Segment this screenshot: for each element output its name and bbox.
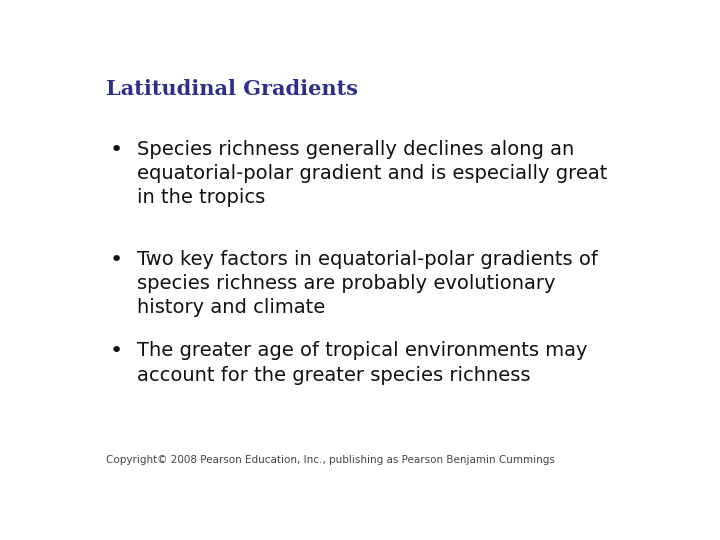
Text: Species richness generally declines along an
equatorial-polar gradient and is es: Species richness generally declines alon… <box>138 140 608 207</box>
Text: Copyright© 2008 Pearson Education, Inc., publishing as Pearson Benjamin Cummings: Copyright© 2008 Pearson Education, Inc.,… <box>106 455 554 465</box>
Text: •: • <box>109 341 123 361</box>
Text: Two key factors in equatorial-polar gradients of
species richness are probably e: Two key factors in equatorial-polar grad… <box>138 250 598 318</box>
Text: •: • <box>109 140 123 160</box>
Text: Latitudinal Gradients: Latitudinal Gradients <box>106 79 358 99</box>
Text: •: • <box>109 250 123 270</box>
Text: The greater age of tropical environments may
account for the greater species ric: The greater age of tropical environments… <box>138 341 588 384</box>
